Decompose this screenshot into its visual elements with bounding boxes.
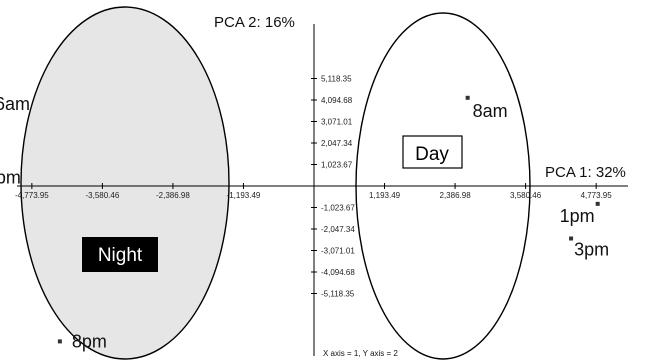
point-label-6am: 6am — [0, 94, 30, 114]
point-label-8am: 8am — [473, 101, 508, 121]
data-point-8pm — [57, 339, 62, 344]
night-group-label: Night — [82, 237, 158, 272]
y-tick-label: -2,047.34 — [321, 225, 355, 234]
y-tick-label: 3,071.01 — [321, 118, 353, 127]
group-ellipses — [20, 6, 531, 360]
x-tick-label: 2,386.98 — [440, 191, 472, 200]
point-label-5pm: 5pm — [0, 168, 21, 188]
data-points: 6am 5pm 8pm 8am 1pm 3pm — [0, 94, 609, 351]
x-tick-label: -3,580.46 — [85, 191, 119, 200]
x-tick-label: -2,386.98 — [156, 191, 190, 200]
y-tick-label: 4,094.68 — [321, 96, 353, 105]
y-tick-label: -5,118.35 — [321, 289, 355, 298]
x-tick-label: -1,193.49 — [227, 191, 261, 200]
data-point-1pm — [595, 201, 600, 206]
day-label-box — [402, 135, 463, 169]
axis-note: X axis = 1, Y axis = 2 — [323, 349, 398, 358]
y-tick-label: -3,071.01 — [321, 246, 355, 255]
y-tick-label: 2,047.34 — [321, 139, 353, 148]
night-label-text: Night — [98, 245, 143, 266]
y-tick-label: 1,023.67 — [321, 161, 353, 170]
day-label-text: Day — [415, 144, 449, 165]
data-point-3pm — [569, 236, 574, 241]
night-group-ellipse — [20, 6, 230, 360]
point-label-8pm: 8pm — [72, 331, 107, 351]
y-axis-title: PCA 2: 16% — [214, 14, 295, 31]
y-tick-label: -4,094.68 — [321, 268, 355, 277]
point-label-1pm: 1pm — [560, 206, 595, 226]
axes — [17, 24, 628, 356]
night-label-box — [82, 237, 158, 272]
x-axis-title: PCA 1: 32% — [545, 164, 626, 181]
x-tick-label: 4,773.95 — [581, 191, 613, 200]
x-tick-label: 1,193.49 — [369, 191, 401, 200]
y-tick-label: 5,118.35 — [321, 75, 352, 84]
day-group-label: Day — [402, 135, 463, 169]
y-tick-label: -1,023.67 — [321, 203, 355, 212]
axis-ticks: -5,967.44-4,773.95-3,580.46-2,386.98-1,1… — [15, 75, 613, 299]
x-tick-label: -4,773.95 — [15, 191, 49, 200]
x-tick-label: 3,580.46 — [510, 191, 542, 200]
point-label-3pm: 3pm — [574, 240, 609, 260]
data-point-8am — [465, 95, 470, 100]
